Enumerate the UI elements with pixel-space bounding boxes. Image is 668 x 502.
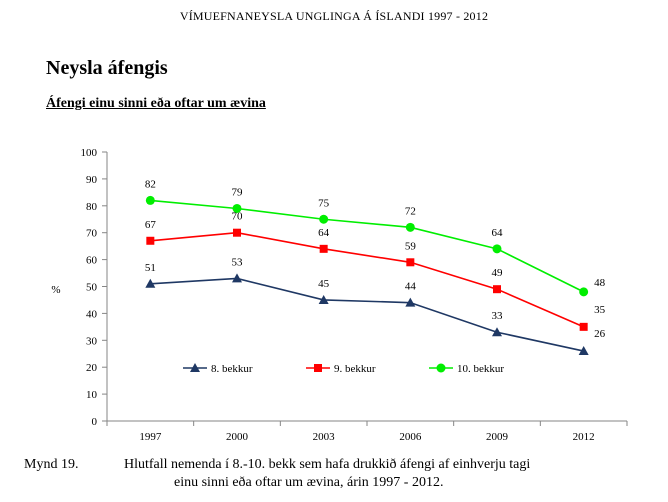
data-point [232,273,242,283]
data-label: 44 [405,281,417,293]
data-point [493,285,501,294]
data-point [319,244,328,253]
data-label: 33 [492,310,504,322]
data-point [233,228,241,237]
legend-marker [314,364,322,372]
caption-line-2: einu sinni eða oftar um ævina, árin 1997… [174,475,444,490]
data-label: 64 [318,227,330,239]
legend-label: 10. bekkur [457,363,504,375]
page-title: Neysla áfengis [46,57,168,79]
y-tick-label: 90 [86,174,98,186]
y-tick-label: 100 [81,147,98,159]
y-tick-label: 10 [86,389,98,401]
data-label: 49 [492,267,504,279]
data-label: 64 [492,227,504,239]
data-point [578,346,589,356]
data-label: 72 [405,205,416,217]
legend-marker [190,363,200,372]
data-label: 59 [405,240,417,252]
y-tick-label: 80 [86,201,98,213]
data-label: 45 [318,278,330,290]
data-label: 82 [145,178,156,190]
data-label: 53 [232,256,244,268]
caption-number: Mynd 19. [24,457,79,472]
data-point [492,244,502,254]
y-tick-label: 60 [86,255,98,267]
x-tick-label: 2012 [573,431,595,443]
data-point [232,203,242,213]
data-point [579,322,588,331]
data-point [319,214,329,224]
series-line-3 [150,199,585,293]
data-label: 35 [594,304,606,316]
data-point [492,327,502,337]
data-point [318,294,329,304]
data-point [405,297,416,307]
x-tick-label: 2000 [226,431,249,443]
y-tick-label: 50 [86,282,98,294]
x-tick-label: 1997 [139,431,162,443]
data-point [145,278,156,288]
data-label: 79 [232,186,244,198]
y-tick-label: 70 [86,228,98,240]
data-point [146,236,155,245]
data-label: 26 [594,328,606,340]
x-tick-label: 2006 [399,431,422,443]
data-label: 70 [232,211,244,223]
data-label: 75 [318,197,330,209]
data-label: 48 [594,277,606,289]
legend-label: 9. bekkur [334,363,376,375]
x-tick-label: 2003 [313,431,336,443]
y-tick-label: 20 [86,362,98,374]
y-tick-label: 0 [92,416,98,428]
legend-marker [436,363,446,373]
y-tick-label: 40 [86,308,98,320]
data-point [145,195,155,205]
data-label: 51 [145,262,156,274]
chart-subtitle: Áfengi einu sinni eða oftar um ævina [46,96,266,111]
legend-label: 8. bekkur [211,363,253,375]
data-point [406,258,415,267]
caption-line-1: Hlutfall nemenda í 8.-10. bekk sem hafa … [124,457,531,472]
report-header: VÍMUEFNANEYSLA UNGLINGA Á ÍSLANDI 1997 -… [179,9,489,23]
series-line-1 [150,277,584,352]
data-label: 67 [145,219,157,231]
data-point [405,222,415,232]
y-tick-label: 30 [86,335,98,347]
x-tick-label: 2009 [486,431,509,443]
data-point [579,287,589,297]
y-axis-label: % [51,284,60,296]
line-chart: 0 10 20 30 40 50 60 70 80 90 100% 1997 2000 2003 2006 2… [51,147,628,443]
series-line-2 [150,231,584,328]
